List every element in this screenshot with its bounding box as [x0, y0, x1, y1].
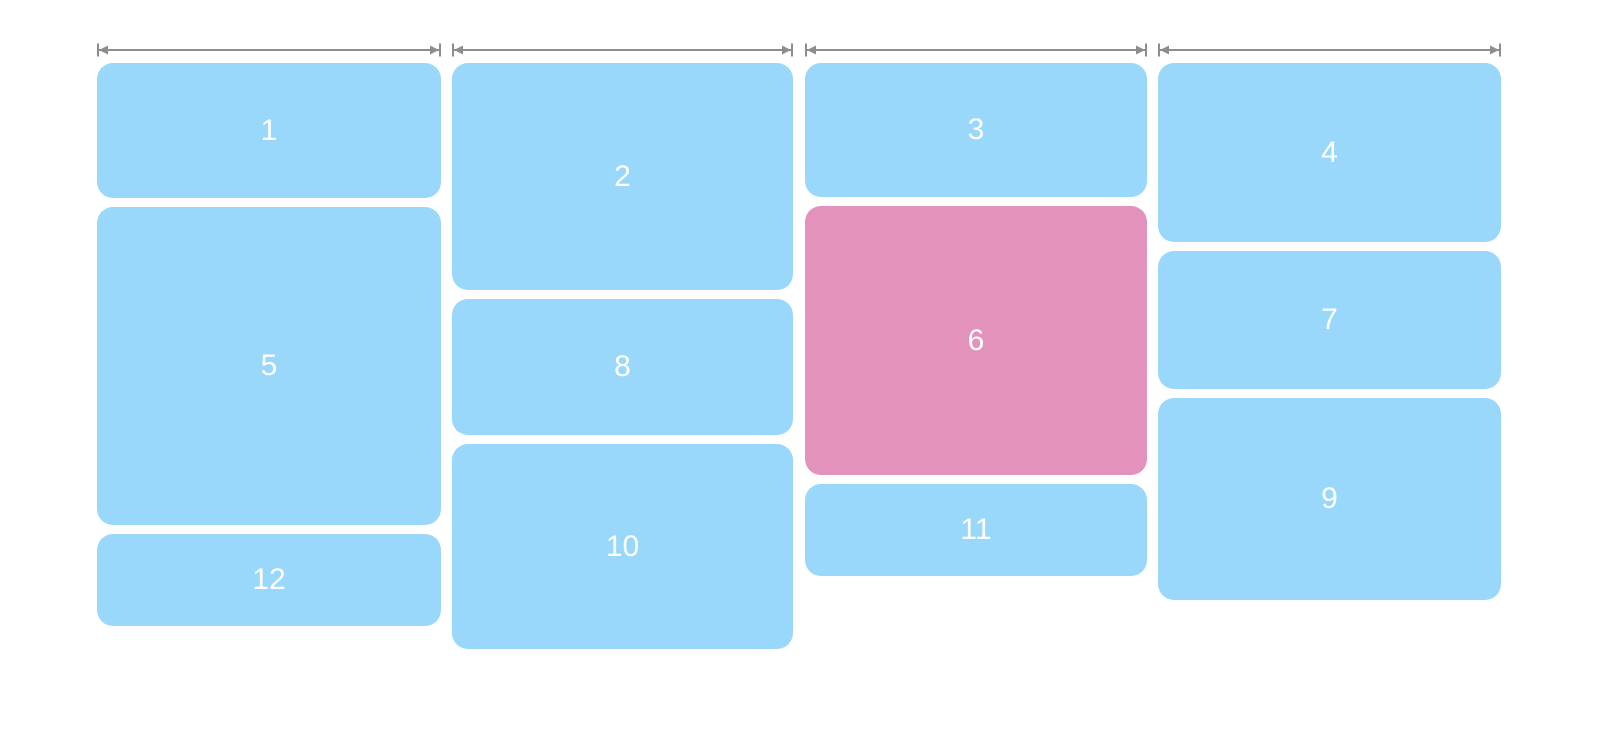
dimension-line-icon — [805, 43, 1147, 57]
masonry-item-highlighted: 6 — [805, 206, 1147, 475]
dimension-line-icon — [1158, 43, 1501, 57]
column-2-width-ruler — [452, 43, 793, 57]
masonry-item: 10 — [452, 444, 793, 649]
masonry-column-1: 1 5 12 — [97, 63, 441, 626]
column-4-width-ruler — [1158, 43, 1501, 57]
masonry-item: 5 — [97, 207, 441, 525]
masonry-item: 8 — [452, 299, 793, 435]
masonry-column-3: 3 6 11 — [805, 63, 1147, 576]
column-3-width-ruler — [805, 43, 1147, 57]
masonry-item: 11 — [805, 484, 1147, 576]
masonry-column-4: 4 7 9 — [1158, 63, 1501, 600]
masonry-item: 9 — [1158, 398, 1501, 600]
masonry-item: 1 — [97, 63, 441, 198]
masonry-item: 3 — [805, 63, 1147, 197]
masonry-item: 2 — [452, 63, 793, 290]
masonry-column-2: 2 8 10 — [452, 63, 793, 649]
masonry-item: 4 — [1158, 63, 1501, 242]
column-1-width-ruler — [97, 43, 441, 57]
dimension-line-icon — [452, 43, 793, 57]
dimension-line-icon — [97, 43, 441, 57]
masonry-item: 7 — [1158, 251, 1501, 389]
masonry-item: 12 — [97, 534, 441, 626]
